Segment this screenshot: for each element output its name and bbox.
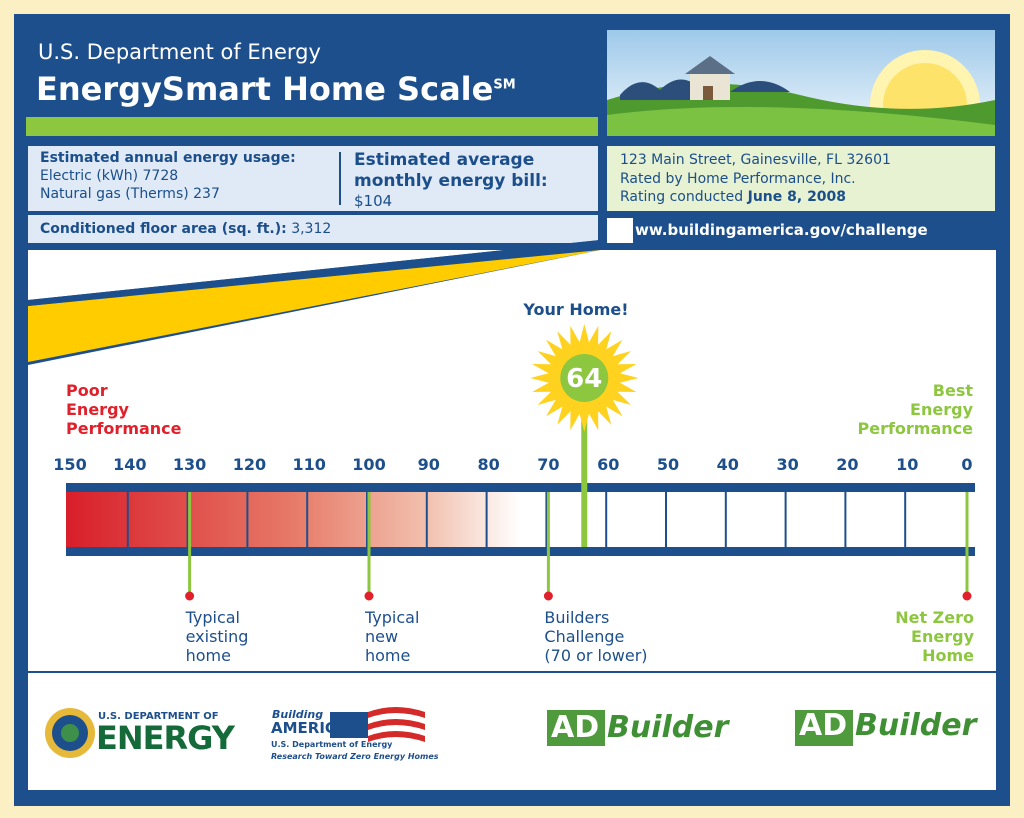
marker-label-line: Energy bbox=[895, 627, 974, 646]
bill-amount: $104 bbox=[354, 192, 392, 210]
usage-heading: Estimated annual energy usage: bbox=[40, 150, 296, 166]
ad-text: Builder bbox=[607, 710, 728, 745]
marker-label-line: Typical bbox=[186, 608, 249, 627]
tick-label: 0 bbox=[961, 455, 972, 474]
tick-label: 60 bbox=[597, 455, 619, 474]
usage-gas: Natural gas (Therms) 237 bbox=[40, 186, 220, 202]
marker-label-line: (70 or lower) bbox=[544, 646, 647, 665]
your-home: Your Home! bbox=[523, 300, 628, 319]
label-line: Poor bbox=[66, 381, 182, 400]
floor-value: 3,312 bbox=[291, 221, 331, 237]
label-line: Best bbox=[857, 381, 973, 400]
ad-box-text: AD bbox=[799, 708, 847, 743]
tick-label: 50 bbox=[657, 455, 679, 474]
label-line: Energy bbox=[857, 400, 973, 419]
tick-label: 10 bbox=[896, 455, 918, 474]
date-label: Rating conducted bbox=[620, 189, 743, 205]
marker-label-line: Challenge bbox=[544, 627, 647, 646]
marker-label-line: Home bbox=[895, 646, 974, 665]
url[interactable]: ww.buildingamerica.gov/challenge bbox=[635, 221, 928, 239]
title-mark: SM bbox=[493, 77, 515, 92]
doe-logo bbox=[45, 708, 95, 758]
tick-label: 30 bbox=[776, 455, 798, 474]
title-row: EnergySmart Home ScaleSM bbox=[36, 70, 516, 108]
floor-row: Conditioned floor area (sq. ft.): 3,312 bbox=[40, 221, 331, 237]
agency: U.S. Department of Energy bbox=[38, 40, 321, 64]
label-line: Performance bbox=[857, 419, 973, 438]
marker-dot bbox=[365, 592, 374, 601]
scale-fill bbox=[66, 483, 975, 556]
marker-label-line: Net Zero bbox=[895, 608, 974, 627]
rater: Rated by Home Performance, Inc. bbox=[620, 171, 856, 187]
date: June 8, 2008 bbox=[748, 189, 846, 205]
label-line: Energy bbox=[66, 400, 182, 419]
tick-label: 100 bbox=[352, 455, 385, 474]
bill-heading: Estimated average monthly energy bill: bbox=[354, 150, 569, 192]
tick-label: 110 bbox=[292, 455, 325, 474]
tick-label: 130 bbox=[173, 455, 206, 474]
marker-dot bbox=[963, 592, 972, 601]
tick-label: 150 bbox=[53, 455, 86, 474]
title: EnergySmart Home Scale bbox=[36, 70, 493, 108]
doe-main: ENERGY bbox=[96, 719, 234, 757]
marker-dot bbox=[185, 592, 194, 601]
tick-label: 120 bbox=[233, 455, 266, 474]
tick-label: 40 bbox=[717, 455, 739, 474]
ba-dept: U.S. Department of Energy bbox=[271, 740, 392, 749]
scale-bottom bbox=[66, 547, 975, 556]
ba-tagline: Research Toward Zero Energy Homes bbox=[271, 752, 439, 761]
tick-label: 70 bbox=[537, 455, 559, 474]
ba-main: AMERICA bbox=[271, 719, 348, 737]
marker-label-line: existing bbox=[186, 627, 249, 646]
floor-label: Conditioned floor area (sq. ft.): bbox=[40, 221, 287, 237]
tick-label: 20 bbox=[836, 455, 858, 474]
green-bar bbox=[26, 117, 598, 136]
address: 123 Main Street, Gainesville, FL 32601 bbox=[620, 152, 891, 168]
scale-top bbox=[66, 483, 975, 492]
usage-electric: Electric (kWh) 7728 bbox=[40, 168, 178, 184]
marker-label-line: Builders bbox=[544, 608, 647, 627]
tick-label: 80 bbox=[477, 455, 499, 474]
marker-dot bbox=[544, 592, 553, 601]
ad-box-text: AD bbox=[551, 710, 599, 745]
ad-text: Builder bbox=[855, 708, 976, 743]
label-line: Performance bbox=[66, 419, 182, 438]
marker-label-line: home bbox=[186, 646, 249, 665]
marker-label-line: home bbox=[365, 646, 419, 665]
date-row: Rating conducted June 8, 2008 bbox=[620, 189, 846, 205]
score-label: 64 bbox=[566, 364, 602, 394]
page: {"header": {"agency": "U.S. Department o… bbox=[0, 0, 1024, 818]
tick-label: 90 bbox=[418, 455, 440, 474]
url-square bbox=[607, 218, 633, 243]
marker-label-line: new bbox=[365, 627, 419, 646]
tick-label: 140 bbox=[113, 455, 146, 474]
marker-label-line: Typical bbox=[365, 608, 419, 627]
